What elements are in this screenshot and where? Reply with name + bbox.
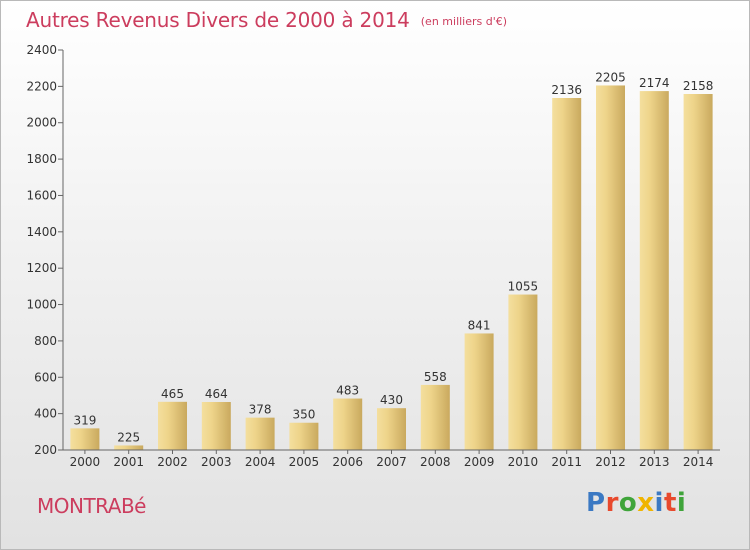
data-label-2003: 464 <box>205 387 228 401</box>
x-tick-label-2006: 2006 <box>332 455 363 469</box>
chart-subtitle: (en milliers d'€) <box>420 15 508 28</box>
logo-letter: P <box>586 488 606 518</box>
y-tick-label: 600 <box>34 370 57 384</box>
proxiti-logo[interactable]: Proxiti <box>586 488 686 518</box>
bar-2003 <box>201 402 231 450</box>
data-label-2005: 350 <box>292 408 315 422</box>
x-tick-label-2008: 2008 <box>420 455 451 469</box>
chart-title-block: Autres Revenus Divers de 2000 à 2014 (en… <box>26 8 507 32</box>
y-tick-label: 1000 <box>26 298 57 312</box>
y-axis: 200 400 600 800 1000 1200 1400 1600 1800 2000 2200… <box>26 43 64 457</box>
data-label-2013: 2174 <box>639 76 670 90</box>
bar-2001 <box>114 445 144 450</box>
bar-2000 <box>70 428 100 450</box>
data-label-2004: 378 <box>249 403 272 417</box>
bar-2008 <box>420 384 450 450</box>
logo-letter: o <box>618 488 638 518</box>
logo-letter: i <box>654 488 664 518</box>
bar-2007 <box>377 408 406 450</box>
data-label-2011: 2136 <box>551 83 582 97</box>
data-label-2008: 558 <box>424 370 447 384</box>
x-tick-label-2010: 2010 <box>508 455 539 469</box>
bar-series: 319 225 465 464 378 350 483 430 558 841 1055 2136 22… <box>70 70 714 451</box>
y-tick-label: 2200 <box>26 79 57 93</box>
y-tick-label: 1200 <box>26 261 57 275</box>
x-tick-label-2009: 2009 <box>464 455 495 469</box>
bar-2009 <box>464 333 494 450</box>
y-tick-label: 2000 <box>26 116 57 130</box>
y-tick-label: 1600 <box>26 188 57 202</box>
x-tick-label-2007: 2007 <box>376 455 407 469</box>
bar-2006 <box>333 398 363 450</box>
bar-2005 <box>289 422 319 450</box>
y-tick-label: 400 <box>34 407 57 421</box>
data-label-2001: 225 <box>117 430 140 444</box>
commune-name: MONTRABé <box>37 494 146 518</box>
logo-letter: x <box>637 488 655 518</box>
x-axis: 2000 2001 2002 2003 2004 2005 2006 2007 2008 2009… <box>63 449 720 469</box>
bar-2012 <box>596 85 625 451</box>
data-label-2014: 2158 <box>683 79 714 93</box>
logo-letter: i <box>676 488 687 518</box>
logo-letter: t <box>663 488 677 518</box>
y-tick-label: 1800 <box>26 152 57 166</box>
y-tick-label: 1400 <box>26 225 57 239</box>
data-label-2009: 841 <box>468 318 491 332</box>
data-label-2007: 430 <box>380 393 403 407</box>
y-tick-label: 800 <box>34 334 57 348</box>
logo-letter: r <box>605 488 619 518</box>
bar-2004 <box>245 417 275 450</box>
bar-2013 <box>639 91 669 450</box>
x-tick-label-2000: 2000 <box>70 455 101 469</box>
y-tick-label: 200 <box>34 443 57 457</box>
data-label-2000: 319 <box>73 413 96 427</box>
data-label-2012: 2205 <box>595 70 626 84</box>
bar-2011 <box>552 98 582 450</box>
x-tick-label-2001: 2001 <box>113 455 144 469</box>
chart-title: Autres Revenus Divers de 2000 à 2014 <box>26 8 410 32</box>
bar-2014 <box>683 94 713 450</box>
bar-2002 <box>158 401 187 450</box>
data-label-2006: 483 <box>336 384 359 398</box>
x-tick-label-2011: 2011 <box>551 455 582 469</box>
data-label-2010: 1055 <box>508 280 539 294</box>
x-tick-label-2013: 2013 <box>639 455 670 469</box>
y-tick-label: 2400 <box>26 43 57 57</box>
x-tick-label-2005: 2005 <box>289 455 320 469</box>
x-tick-label-2004: 2004 <box>245 455 276 469</box>
x-tick-label-2002: 2002 <box>157 455 188 469</box>
bar-2010 <box>508 294 538 450</box>
x-tick-label-2003: 2003 <box>201 455 232 469</box>
data-label-2002: 465 <box>161 387 184 401</box>
x-tick-label-2012: 2012 <box>595 455 626 469</box>
x-tick-label-2014: 2014 <box>683 455 714 469</box>
